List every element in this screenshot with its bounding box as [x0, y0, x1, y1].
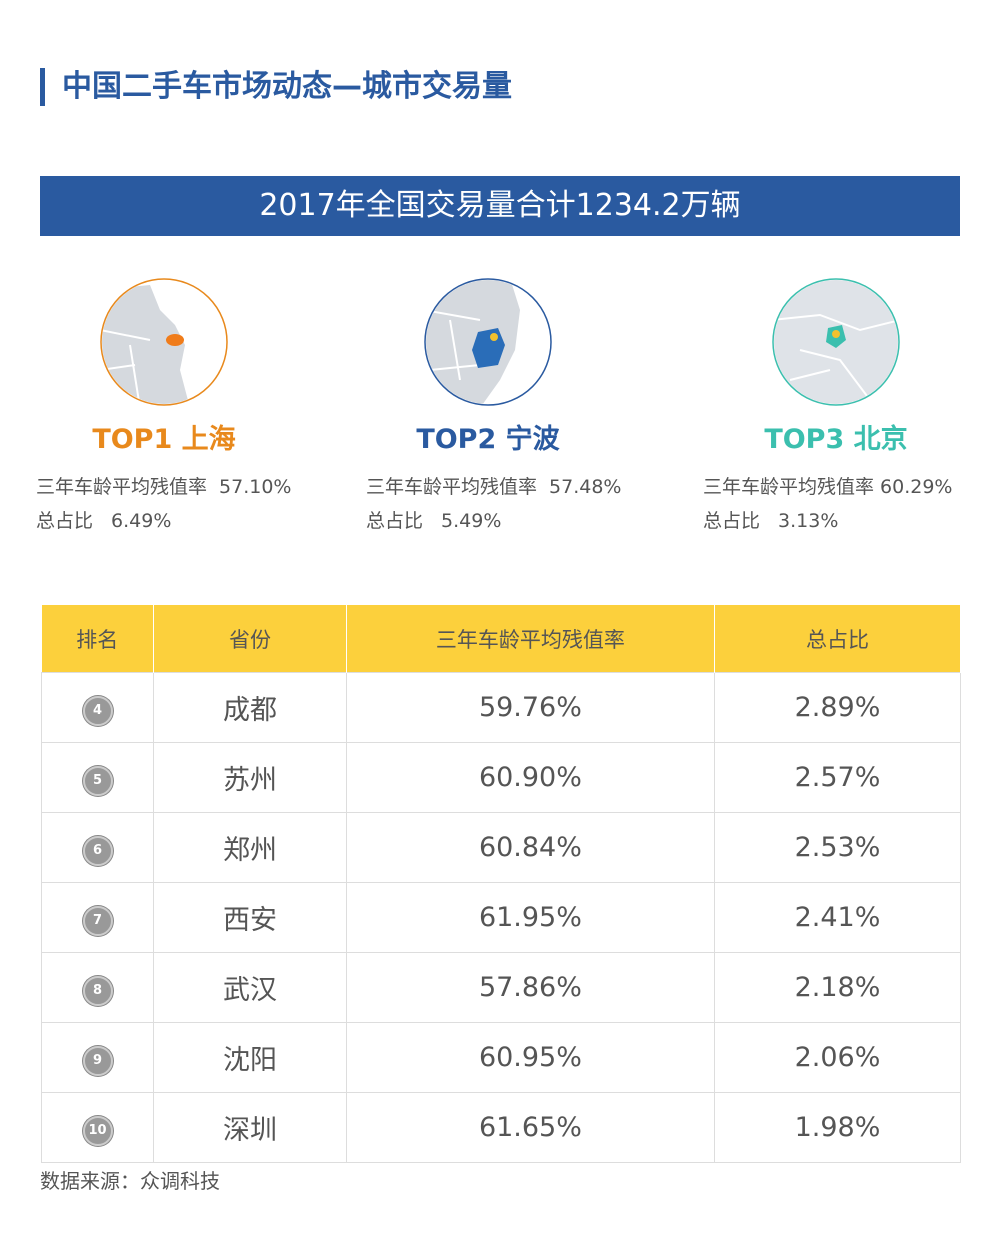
table-row: 9 沈阳 60.95% 2.06%: [41, 1022, 962, 1093]
residual-rate: 60.90%: [345, 742, 715, 813]
city: 成都: [153, 672, 347, 743]
map-ningbo: [426, 280, 550, 404]
title-accent: [40, 68, 45, 106]
rank-badge: 4: [82, 695, 113, 726]
residual-label: 三年车龄平均残值率: [36, 476, 208, 498]
share: 2.06%: [713, 1022, 962, 1093]
residual-label: 三年车龄平均残值率: [366, 476, 538, 498]
rank-badge: 5: [82, 765, 113, 796]
column-header: 排名: [41, 605, 154, 673]
residual-line: 三年车龄平均残值率 57.48%: [366, 474, 621, 500]
source-note: 数据来源：众调科技: [40, 1169, 220, 1193]
map-shanghai: [102, 280, 226, 404]
top-title: TOP2 宁波: [416, 424, 560, 455]
share: 2.57%: [713, 742, 962, 813]
city: 沈阳: [153, 1022, 347, 1093]
city: 武汉: [153, 952, 347, 1023]
banner: 2017年全国交易量合计1234.2万辆: [40, 176, 960, 236]
rank-cell: 10: [41, 1092, 154, 1163]
top-title: TOP3 北京: [764, 424, 908, 455]
share-line: 总占比 3.13%: [703, 508, 838, 534]
maps: [100, 278, 900, 406]
column-header: 省份: [153, 605, 347, 673]
table-row: 5 苏州 60.90% 2.57%: [41, 742, 962, 813]
map-beijing: [774, 280, 898, 404]
city: 苏州: [153, 742, 347, 813]
table-row: 8 武汉 57.86% 2.18%: [41, 952, 962, 1023]
table-body: 4 成都 59.76% 2.89% 5 苏州 60.90% 2.57% 6 郑州 60.84% 2.5…: [41, 672, 962, 1163]
share: 2.41%: [713, 882, 962, 953]
rank-cell: 4: [41, 672, 154, 743]
share-label: 总占比: [36, 510, 94, 532]
residual-label: 三年车龄平均残值率: [703, 476, 875, 498]
residual-value: 57.10%: [219, 476, 292, 498]
table-row: 10 深圳 61.65% 1.98%: [41, 1092, 962, 1163]
residual-value: 57.48%: [549, 476, 622, 498]
share-value: 5.49%: [441, 510, 502, 532]
rank-cell: 6: [41, 812, 154, 883]
rank-cell: 7: [41, 882, 154, 953]
share-label: 总占比: [366, 510, 424, 532]
rank-badge: 6: [82, 835, 113, 866]
share: 2.89%: [713, 672, 962, 743]
column-header: 三年车龄平均残值率: [346, 605, 715, 673]
rank-cell: 9: [41, 1022, 154, 1093]
share: 2.18%: [713, 952, 962, 1023]
page-title: 中国二手车市场动态—城市交易量: [62, 69, 512, 104]
header-row: 排名 省份 三年车龄平均残值率 总占比: [41, 605, 962, 673]
share-line: 总占比 5.49%: [366, 508, 501, 534]
share-value: 6.49%: [111, 510, 172, 532]
share-label: 总占比: [703, 510, 761, 532]
table-row: 7 西安 61.95% 2.41%: [41, 882, 962, 953]
share-value: 3.13%: [778, 510, 839, 532]
top-title: TOP1 上海: [92, 424, 236, 455]
residual-rate: 60.84%: [345, 812, 715, 883]
city: 郑州: [153, 812, 347, 883]
rank-cell: 5: [41, 742, 154, 813]
residual-value: 60.29%: [880, 476, 953, 498]
residual-line: 三年车龄平均残值率 57.10%: [36, 474, 291, 500]
city: 西安: [153, 882, 347, 953]
rank-badge: 7: [82, 905, 113, 936]
residual-rate: 61.95%: [345, 882, 715, 953]
ranking-table: 排名 省份 三年车龄平均残值率 总占比 4 成都 59.76% 2.89% 5 苏州 60.90%…: [41, 605, 962, 1163]
residual-rate: 57.86%: [345, 952, 715, 1023]
column-header: 总占比: [714, 605, 962, 673]
residual-line: 三年车龄平均残值率 60.29%: [703, 474, 952, 500]
share: 2.53%: [713, 812, 962, 883]
city: 深圳: [153, 1092, 347, 1163]
rank-badge: 9: [82, 1045, 113, 1076]
rank-badge: 10: [82, 1115, 113, 1146]
residual-rate: 59.76%: [345, 672, 715, 743]
table-row: 4 成都 59.76% 2.89%: [41, 672, 962, 743]
residual-rate: 60.95%: [345, 1022, 715, 1093]
share-line: 总占比 6.49%: [36, 508, 171, 534]
share: 1.98%: [713, 1092, 962, 1163]
rank-badge: 8: [82, 975, 113, 1006]
residual-rate: 61.65%: [345, 1092, 715, 1163]
table-row: 6 郑州 60.84% 2.53%: [41, 812, 962, 883]
rank-cell: 8: [41, 952, 154, 1023]
